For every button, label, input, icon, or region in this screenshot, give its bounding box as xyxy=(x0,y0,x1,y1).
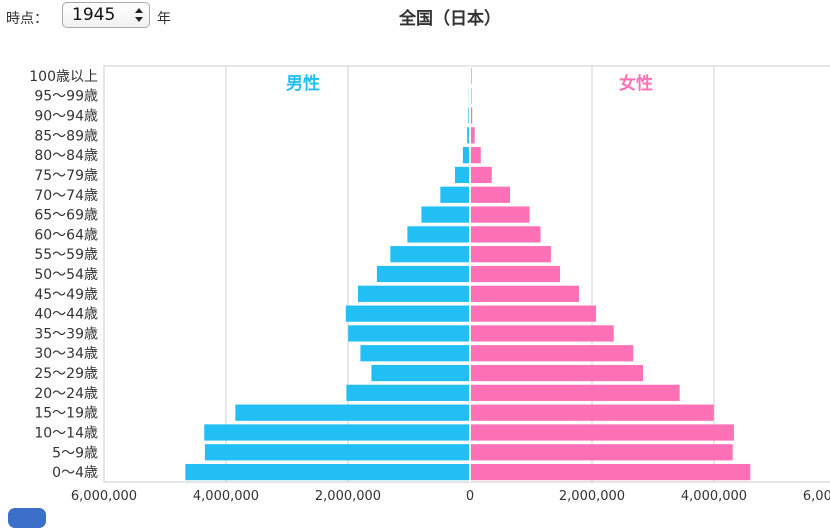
bar-female-12 xyxy=(471,226,541,243)
bar-male-2 xyxy=(204,424,469,441)
category-label: 40〜44歳 xyxy=(34,307,98,323)
controls-bar: 時点： 1945 年 全国（日本） xyxy=(0,0,830,34)
bar-male-7 xyxy=(348,325,469,342)
bar-female-6 xyxy=(471,345,634,362)
category-label: 45〜49歳 xyxy=(34,287,98,303)
bar-male-5 xyxy=(371,364,469,382)
bar-male-13 xyxy=(421,206,469,223)
bar-female-8 xyxy=(471,305,597,322)
category-label: 15〜19歳 xyxy=(34,406,98,422)
bar-male-8 xyxy=(345,305,469,322)
bar-male-10 xyxy=(376,265,469,283)
x-tick-label: 0 xyxy=(466,489,474,504)
bar-male-9 xyxy=(357,285,469,302)
category-label: 35〜39歳 xyxy=(34,326,98,342)
bar-female-15 xyxy=(471,166,492,184)
bar-male-11 xyxy=(390,246,469,263)
x-tick-label: 6,000,000 xyxy=(803,489,830,504)
series-label-male: 男性 xyxy=(286,73,320,94)
bar-male-6 xyxy=(360,345,469,362)
category-label: 70〜74歳 xyxy=(34,188,98,204)
bar-female-4 xyxy=(471,384,680,401)
category-label: 90〜94歳 xyxy=(34,109,98,125)
x-tick-label: 2,000,000 xyxy=(315,489,381,504)
year-unit-label: 年 xyxy=(157,11,171,27)
bar-male-4 xyxy=(346,384,469,401)
category-label: 100歳以上 xyxy=(29,69,98,85)
chart-title: 全国（日本） xyxy=(399,9,501,29)
category-label: 5〜9歳 xyxy=(52,445,98,461)
x-tick-label: 4,000,000 xyxy=(193,489,259,504)
bar-female-11 xyxy=(471,246,551,263)
bar-female-14 xyxy=(471,186,511,203)
population-pyramid-chart: 0〜4歳 5〜9歳 10〜14歳 15〜19歳 20〜24歳 25〜29歳 30〜34歳 35… xyxy=(29,65,830,504)
bar-male-17 xyxy=(467,127,469,144)
bar-male-16 xyxy=(462,147,469,164)
bar-female-16 xyxy=(471,147,481,164)
bar-male-3 xyxy=(235,404,469,421)
bar-female-0 xyxy=(471,463,751,481)
category-label: 20〜24歳 xyxy=(34,386,98,402)
bar-female-19 xyxy=(471,87,472,104)
category-label: 80〜84歳 xyxy=(34,148,98,164)
category-label: 30〜34歳 xyxy=(34,346,98,362)
category-label: 95〜99歳 xyxy=(34,89,98,105)
bar-male-14 xyxy=(440,186,469,203)
bar-female-2 xyxy=(471,424,734,441)
bar-female-1 xyxy=(471,444,733,461)
time-label: 時点： xyxy=(6,11,48,27)
bar-male-15 xyxy=(454,166,469,184)
category-label: 65〜69歳 xyxy=(34,208,98,224)
category-label: 10〜14歳 xyxy=(34,425,98,441)
category-label: 25〜29歳 xyxy=(34,366,98,382)
year-select[interactable]: 1945 xyxy=(62,2,150,28)
bar-female-7 xyxy=(471,325,614,342)
bar-female-10 xyxy=(471,265,561,283)
bar-female-17 xyxy=(471,127,475,144)
category-label: 60〜64歳 xyxy=(34,227,98,243)
category-label: 85〜89歳 xyxy=(34,128,98,144)
x-tick-label: 4,000,000 xyxy=(681,489,747,504)
category-label: 75〜79歳 xyxy=(34,168,98,184)
bar-female-3 xyxy=(471,404,714,421)
category-label: 50〜54歳 xyxy=(34,267,98,283)
bar-male-0 xyxy=(185,463,469,481)
year-select-value: 1945 xyxy=(72,5,116,25)
stepper-arrows-icon[interactable] xyxy=(133,6,145,24)
series-label-female: 女性 xyxy=(619,73,653,94)
category-label: 55〜59歳 xyxy=(34,247,98,263)
bar-female-20 xyxy=(471,67,472,85)
category-label: 0〜4歳 xyxy=(52,465,98,481)
bar-female-18 xyxy=(471,107,473,124)
x-tick-label: 2,000,000 xyxy=(559,489,625,504)
bar-female-9 xyxy=(471,285,579,302)
x-tick-label: 6,000,000 xyxy=(71,489,137,504)
bar-female-5 xyxy=(471,364,644,382)
bar-female-13 xyxy=(471,206,530,223)
bottom-button[interactable] xyxy=(8,508,46,528)
bar-male-12 xyxy=(407,226,469,243)
bar-male-18 xyxy=(468,107,469,124)
bar-male-1 xyxy=(204,444,469,461)
